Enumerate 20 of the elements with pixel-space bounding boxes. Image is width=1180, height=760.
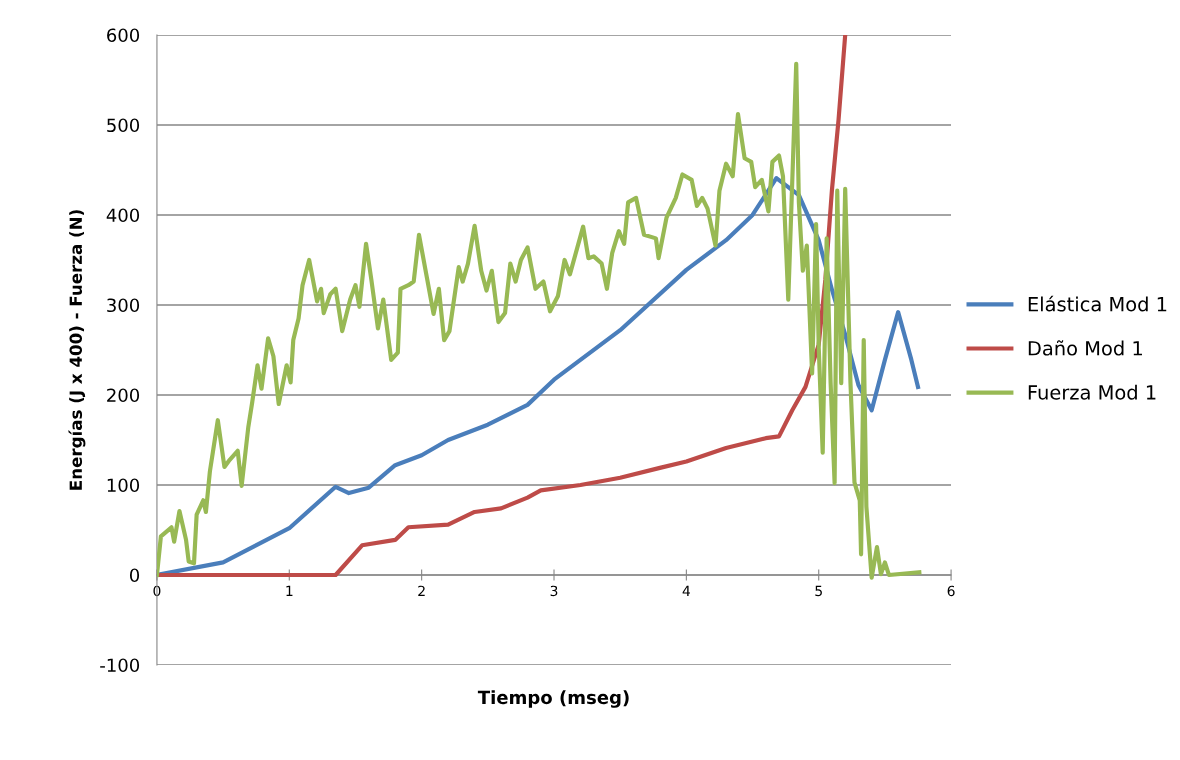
y-tick-label: 100 [107,478,140,493]
x-tick-label: 3 [550,585,558,597]
x-axis-title: Tiempo (mseg) [477,690,629,708]
x-tick-label: 0 [153,585,161,597]
y-tick-label: 600 [107,28,140,43]
y-tick-label: -100 [100,658,140,673]
x-tick-label: 4 [682,585,691,596]
legend-label: Daño Mod 1 [1028,340,1142,356]
legend-label: Fuerza Mod 1 [1028,384,1156,400]
x-tick-label: 2 [418,585,425,596]
y-tick-label: 0 [129,568,140,583]
y-tick-label: 300 [107,298,140,313]
y-tick-label: 500 [107,118,140,133]
y-tick-label: 400 [106,208,140,223]
x-tick-label: 1 [286,585,293,596]
x-tick-label: 5 [815,585,822,597]
x-tick-label: 6 [947,585,955,597]
legend-label: Elástica Mod 1 [1028,295,1167,312]
y-axis-title: Energías (J x 400) - Fuerza (N) [68,210,86,490]
y-tick-label: 200 [107,388,140,403]
